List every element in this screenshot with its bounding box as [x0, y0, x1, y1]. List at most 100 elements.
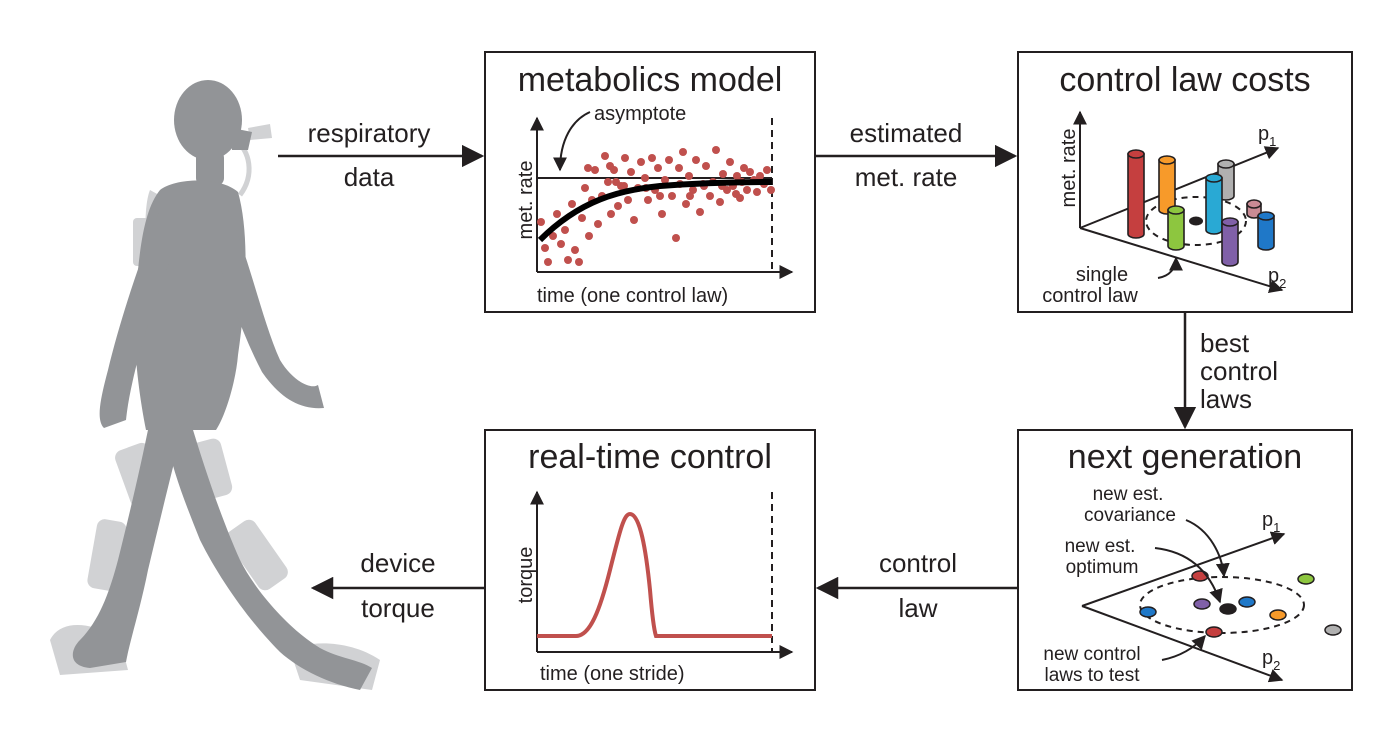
scatter-point — [726, 158, 734, 166]
scatter-point — [601, 152, 609, 160]
scatter-point — [584, 164, 592, 172]
scatter-point — [544, 258, 552, 266]
scatter-point — [702, 162, 710, 170]
scatter-point — [719, 170, 727, 178]
new-covariance-label-2: covariance — [1084, 505, 1176, 526]
device-label: device — [360, 548, 435, 578]
scatter-point — [675, 164, 683, 172]
scatter-point — [648, 154, 656, 162]
laws-label: laws — [1200, 384, 1252, 414]
scatter-point — [712, 146, 720, 154]
scatter-point — [658, 210, 666, 218]
scatter-point — [585, 232, 593, 240]
scatter-point — [614, 202, 622, 210]
data-label: data — [344, 162, 395, 192]
scatter-point — [672, 234, 680, 242]
scatter-point — [656, 192, 664, 200]
asymptote-annotation: asymptote — [594, 103, 686, 125]
real-time-control-panel: real-time control torque time (one strid… — [484, 429, 816, 691]
real-time-control-title: real-time control — [528, 438, 772, 476]
control-law-costs-title: control law costs — [1059, 61, 1310, 99]
next-generation-frame — [1017, 429, 1353, 691]
blue-sample-point — [1139, 606, 1157, 618]
scatter-point — [630, 216, 638, 224]
exponential-fit-curve — [537, 179, 773, 243]
blue-cost-bar — [1257, 211, 1275, 251]
scatter-point — [682, 200, 690, 208]
scatter-point — [692, 156, 700, 164]
new-control-laws-label-1: new control — [1043, 644, 1140, 665]
scatter-point — [654, 164, 662, 172]
scatter-point — [575, 258, 583, 266]
control-law-label-1: control — [879, 548, 957, 578]
asymptote-pointer-arrow — [553, 111, 591, 172]
torque-label: torque — [361, 593, 435, 623]
flow-labels: respiratory data estimated met. rate bes… — [308, 118, 1278, 623]
scatter-point — [689, 186, 697, 194]
next-gen-p2-axis — [1081, 605, 1284, 683]
met-rate-label: met. rate — [855, 162, 958, 192]
control-law-costs-frame — [1017, 51, 1353, 313]
scatter-point — [620, 182, 628, 190]
grey-sample-point — [1324, 624, 1342, 636]
orange-cost-bar — [1158, 155, 1176, 215]
scatter-point — [578, 214, 586, 222]
scatter-point — [553, 210, 561, 218]
costs-y-label: met. rate — [1058, 129, 1080, 208]
scatter-point — [549, 232, 557, 240]
red-sample-point — [1205, 626, 1223, 638]
purple-sample-point — [1193, 598, 1211, 610]
scatter-point — [561, 226, 569, 234]
single-control-law-label-1: single — [1076, 264, 1128, 286]
next-gen-samples — [1139, 570, 1342, 638]
next-gen-p1-label: p1 — [1262, 509, 1280, 535]
costs-p1-label: p1 — [1258, 123, 1276, 149]
torque-y-label: torque — [515, 547, 537, 604]
scatter-point — [767, 186, 775, 194]
scatter-point — [641, 174, 649, 182]
person-silhouette-icon — [72, 80, 372, 690]
scatter-point — [621, 154, 629, 162]
scatter-point — [557, 240, 565, 248]
costs-p1-axis — [1079, 146, 1280, 229]
best-label: best — [1200, 328, 1250, 358]
next-gen-p1-axis — [1081, 531, 1286, 607]
scatter-point — [627, 168, 635, 176]
next-gen-p2-label: p2 — [1262, 647, 1280, 673]
scatter-point — [607, 210, 615, 218]
new-covariance-label-1: new est. — [1093, 484, 1164, 505]
scatter-point — [753, 188, 761, 196]
scatter-point — [568, 200, 576, 208]
new-control-laws-label-2: laws to test — [1044, 665, 1140, 686]
scatter-point — [740, 164, 748, 172]
scatter-point — [716, 198, 724, 206]
new-optimum-label-2: optimum — [1066, 557, 1139, 578]
new-optimum-marker — [1219, 603, 1237, 615]
control-label: control — [1200, 356, 1278, 386]
scatter-point — [612, 178, 620, 186]
scatter-point — [661, 176, 669, 184]
scatter-point — [637, 158, 645, 166]
scatter-point — [644, 196, 652, 204]
metabolics-x-label: time (one control law) — [537, 285, 728, 307]
scatter-point — [581, 184, 589, 192]
distribution-center-marker — [1189, 216, 1203, 226]
scatter-point — [706, 192, 714, 200]
scatter-point — [746, 168, 754, 176]
scatter-point — [763, 166, 771, 174]
control-law-label-2: law — [898, 593, 937, 623]
scatter-point — [679, 148, 687, 156]
pink-cost-bar — [1246, 199, 1262, 219]
scatter-point — [571, 246, 579, 254]
walking-person-illustration — [50, 80, 380, 690]
control-law-cost-bars — [1127, 149, 1275, 267]
next-generation-panel: next generation new est. covariance new … — [1017, 429, 1353, 691]
search-distribution-ellipse — [1145, 196, 1247, 246]
scatter-point — [564, 256, 572, 264]
scatter-point — [756, 172, 764, 180]
scatter-point — [594, 220, 602, 228]
scatter-point — [591, 166, 599, 174]
scatter-point — [743, 186, 751, 194]
real-time-control-frame — [484, 429, 816, 691]
control-law-costs-panel: control law costs met. rate p1 p2 single… — [1017, 51, 1353, 313]
